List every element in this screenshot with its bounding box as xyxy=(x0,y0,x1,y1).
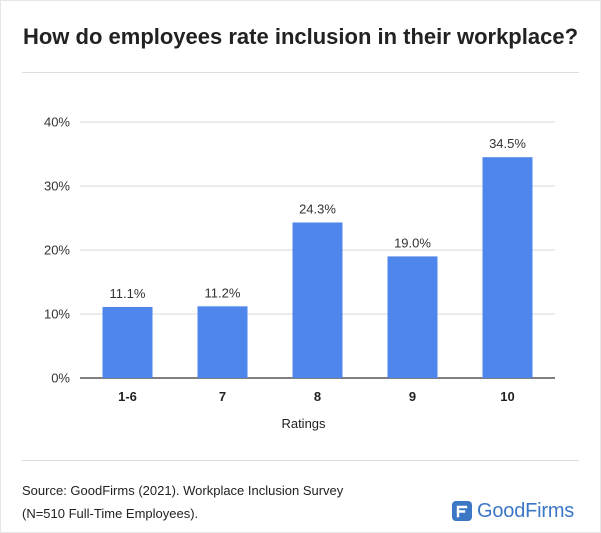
x-tick-label: 10 xyxy=(500,389,514,404)
data-label: 34.5% xyxy=(489,136,526,151)
x-tick-label: 7 xyxy=(219,389,226,404)
source-line-2: (N=510 Full-Time Employees). xyxy=(22,506,199,521)
footer-divider xyxy=(22,460,579,461)
bar xyxy=(102,306,153,378)
chart-title: How do employees rate inclusion in their… xyxy=(22,24,579,49)
y-tick-label: 20% xyxy=(44,243,70,258)
x-axis-title: Ratings xyxy=(281,416,326,431)
y-tick-label: 30% xyxy=(44,179,70,194)
title-divider xyxy=(22,72,579,73)
bar xyxy=(197,306,248,378)
data-label: 11.1% xyxy=(110,286,146,301)
bar xyxy=(292,222,343,378)
bar xyxy=(387,256,438,378)
data-label: 11.2% xyxy=(205,285,241,300)
y-tick-label: 40% xyxy=(44,115,70,130)
x-tick-label: 9 xyxy=(409,389,416,404)
y-tick-label: 10% xyxy=(44,307,70,322)
source-note: Source: GoodFirms (2021). Workplace Incl… xyxy=(22,479,343,525)
goodfirms-logo-icon xyxy=(452,501,472,521)
bar xyxy=(482,157,533,378)
source-line-1: Source: GoodFirms (2021). Workplace Incl… xyxy=(22,483,344,498)
x-tick-label: 8 xyxy=(314,389,321,404)
x-tick-label: 1-6 xyxy=(118,389,137,404)
data-label: 24.3% xyxy=(299,201,336,216)
goodfirms-logo-text: GoodFirms xyxy=(477,499,575,522)
data-label: 19.0% xyxy=(394,235,431,250)
y-tick-label: 0% xyxy=(51,371,70,386)
goodfirms-logo: GoodFirms xyxy=(452,500,574,522)
